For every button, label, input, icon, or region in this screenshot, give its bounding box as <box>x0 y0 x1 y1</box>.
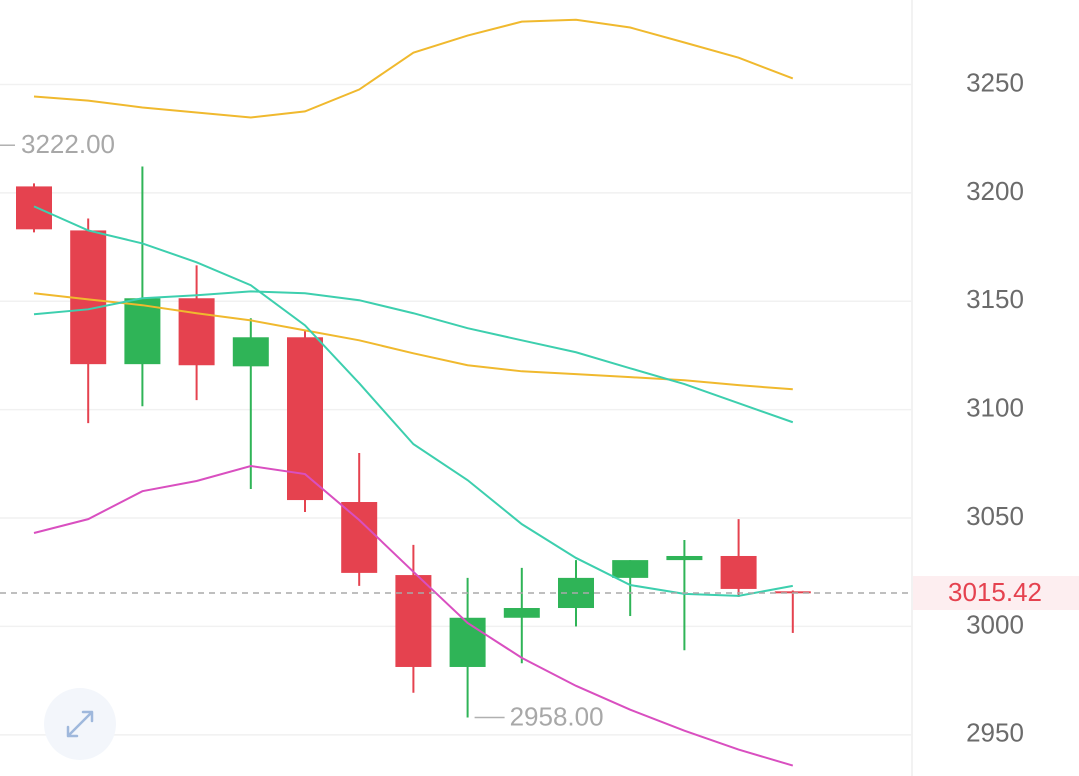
indicator-line <box>33 465 794 767</box>
expand-icon[interactable] <box>66 710 94 738</box>
y-tick-label: 3050 <box>966 501 1024 531</box>
expand-button[interactable] <box>44 688 116 760</box>
indicator-line <box>33 205 793 597</box>
min-marker-label: 2958.00 <box>510 701 604 731</box>
candle-body <box>341 502 378 573</box>
candle-body <box>720 555 757 589</box>
indicator-line <box>33 18 794 119</box>
y-tick-label: 3100 <box>966 393 1024 423</box>
indicator-line <box>33 290 794 424</box>
y-tick-label: 3000 <box>966 609 1024 639</box>
y-tick-label: 3250 <box>966 67 1024 97</box>
candle-body <box>287 337 323 501</box>
candle-body <box>232 337 269 367</box>
y-tick-label: 2950 <box>966 718 1024 748</box>
candle-body <box>124 298 161 365</box>
candle-body <box>612 560 649 578</box>
last-price-label: 3015.42 <box>948 577 1042 607</box>
candle-body <box>449 617 486 667</box>
last-price-bg <box>913 576 1079 611</box>
candle-body <box>503 608 540 618</box>
y-tick-label: 3150 <box>966 284 1024 314</box>
candle-body <box>395 575 432 667</box>
max-marker-label: 3222.00 <box>21 129 115 159</box>
candle-body <box>178 298 215 366</box>
candle-body <box>666 555 703 561</box>
y-tick-label: 3200 <box>966 176 1024 206</box>
candle-body <box>16 186 52 230</box>
